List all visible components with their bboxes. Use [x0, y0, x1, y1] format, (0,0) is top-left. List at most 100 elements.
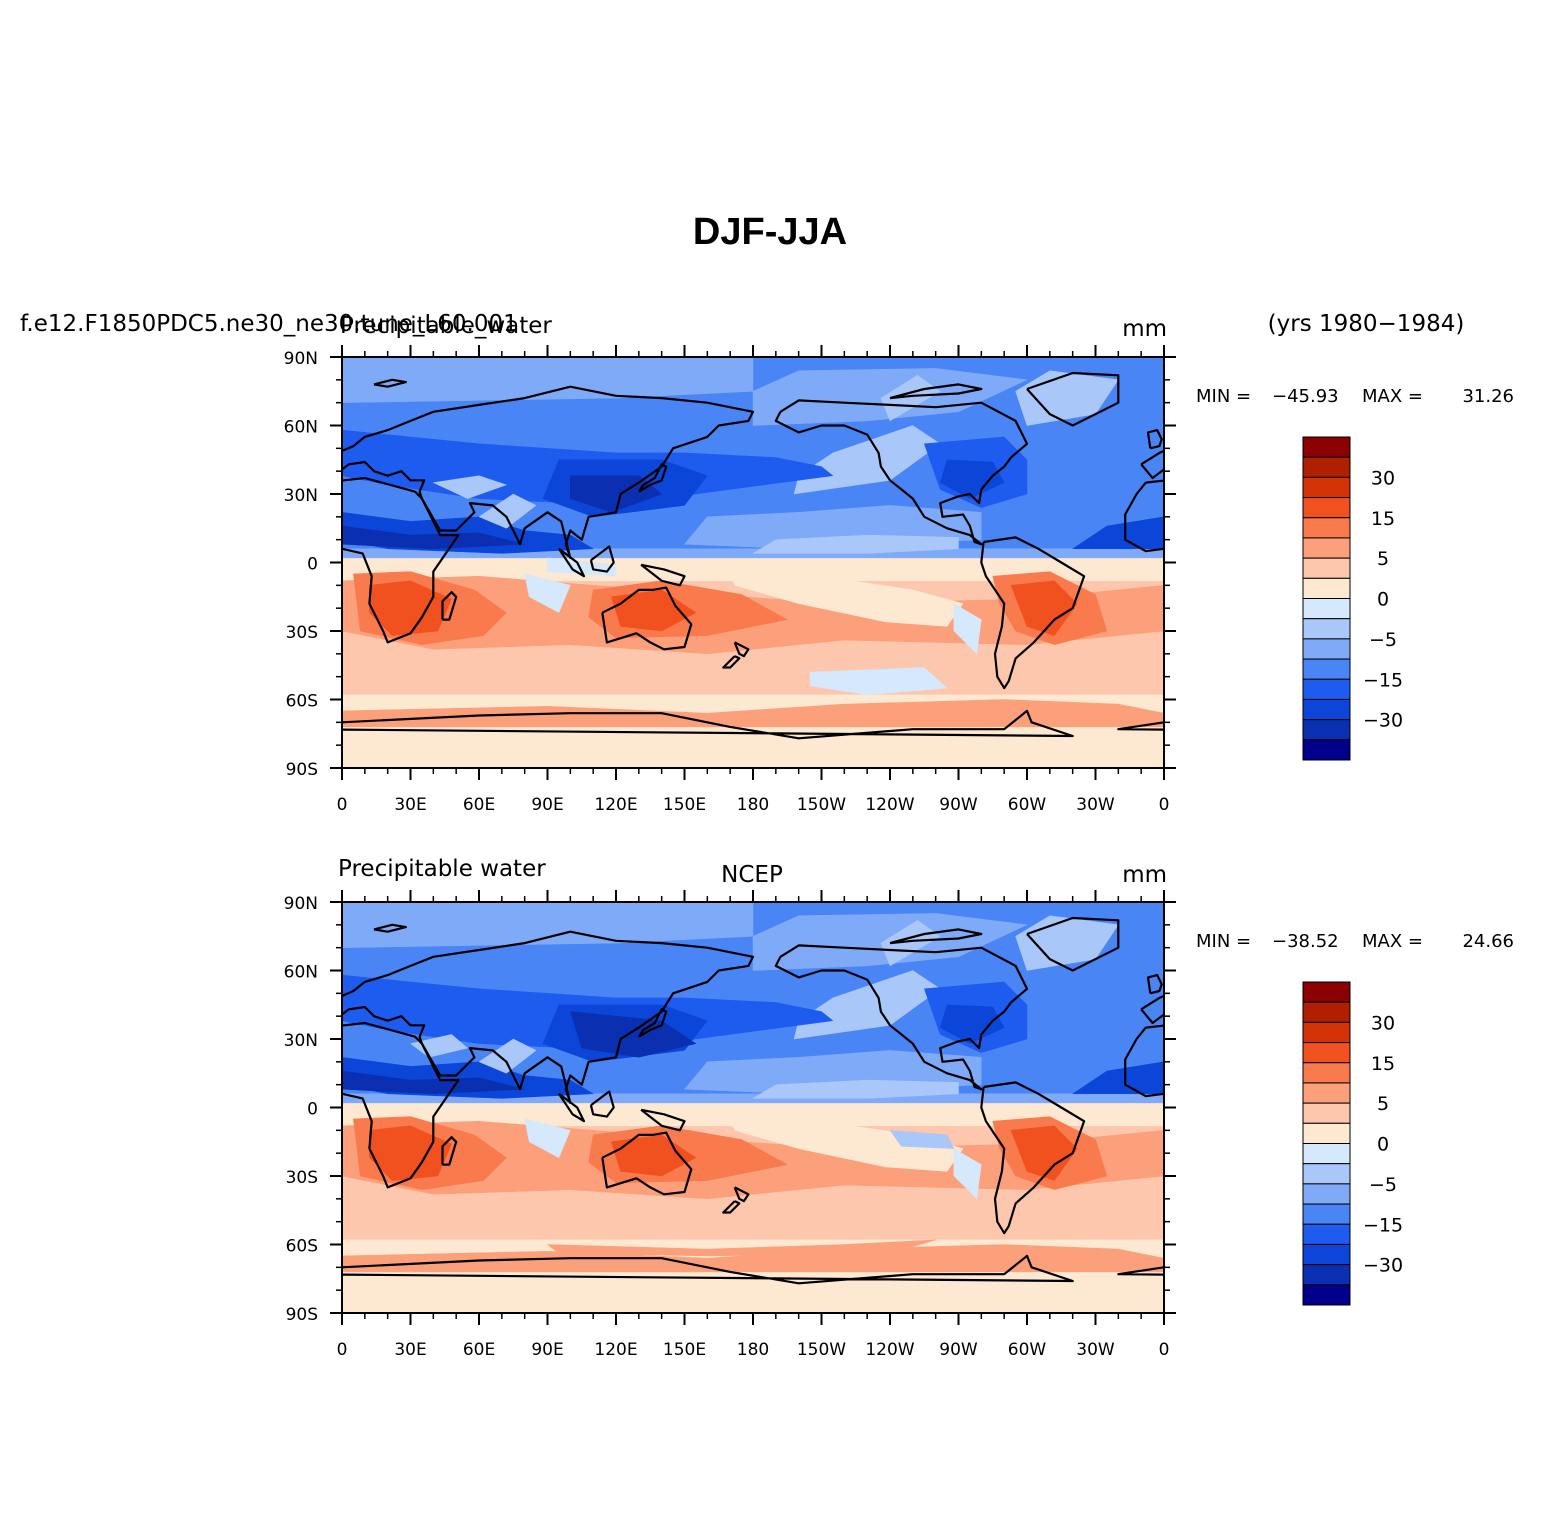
coastline [1026, 371, 1120, 427]
colorbar-box [1302, 537, 1351, 559]
x-tick-label: 0 [337, 1340, 348, 1360]
colorbar-label: −5 [1369, 1174, 1397, 1196]
coastline [774, 944, 1029, 1091]
coastline [733, 641, 750, 658]
colorbar-box [1302, 1163, 1351, 1185]
colorbar-box [1302, 739, 1351, 761]
contour-region [342, 902, 754, 948]
colorbar-box [1302, 436, 1351, 458]
x-tick-label: 90W [939, 1340, 978, 1360]
coastline [1463, 565, 1506, 586]
x-tick-label: 150E [663, 795, 706, 815]
coastline [557, 1092, 586, 1123]
colorbar-box [1302, 517, 1351, 539]
contour-region [1072, 516, 1164, 550]
coastline [1124, 1024, 1164, 1098]
x-tick-label: 30W [1076, 795, 1115, 815]
colorbar-box [1302, 1062, 1351, 1084]
min-label: MIN = [1196, 386, 1251, 407]
x-tick-label: 120W [865, 1340, 914, 1360]
colorbar-box [1302, 1082, 1351, 1104]
y-tick-label: 60N [284, 963, 318, 983]
coastline [159, 537, 262, 688]
panel-units: mm [1122, 862, 1167, 888]
colorbar-box [1302, 1203, 1351, 1225]
colorbar-label: −15 [1363, 1214, 1403, 1236]
color-field [342, 357, 1164, 768]
contour-region [1010, 580, 1078, 636]
x-tick-label: 180 [737, 1340, 769, 1360]
coastline [342, 709, 1074, 740]
colorbar-box [1302, 618, 1351, 640]
coastline [733, 1186, 750, 1203]
contour-region [611, 589, 697, 632]
coastline [722, 1200, 741, 1214]
y-tick-label: 90N [284, 349, 318, 369]
coastline [640, 1108, 686, 1132]
contour-region [547, 557, 617, 577]
contour-region [939, 459, 1005, 499]
contour-region [342, 699, 1164, 728]
colorbar-box [1302, 698, 1351, 721]
coastline [1413, 547, 1436, 572]
coastline [326, 430, 340, 448]
colorbar-box [1302, 1243, 1351, 1266]
colorbar-box [1302, 719, 1351, 741]
years-label: (yrs 1980−1984) [1268, 311, 1465, 337]
contour-region [939, 1004, 1005, 1044]
max-label: MAX = [1362, 386, 1423, 407]
panel-center-title: Precipitable_water [340, 313, 552, 339]
coastline [637, 1008, 668, 1038]
coastline [205, 918, 296, 971]
colorbar-label: −30 [1363, 710, 1403, 732]
colorbar-box [1302, 497, 1351, 519]
coastline [326, 975, 340, 993]
max-value: 24.66 [1462, 931, 1514, 952]
x-tick-label: 60E [463, 795, 495, 815]
contour-region [369, 1125, 452, 1181]
coastline [601, 586, 693, 651]
coastline [589, 1090, 615, 1118]
colorbar-label: 15 [1371, 508, 1395, 530]
colorbar-box [1302, 456, 1351, 478]
contour-region [809, 667, 948, 696]
contour-region [953, 603, 982, 655]
colorbar-box [1302, 1042, 1351, 1064]
contour-region [478, 493, 537, 529]
figure-title: DJF-JJA [693, 211, 847, 253]
y-tick-label: 90N [284, 894, 318, 914]
coastline [205, 373, 296, 426]
min-value: −38.52 [1272, 931, 1339, 952]
colorbar-label: −5 [1369, 629, 1397, 651]
x-tick-label: 0 [1159, 1340, 1170, 1360]
coastline [159, 1082, 262, 1233]
colorbar-label: 0 [1377, 1134, 1389, 1156]
colorbar-box [1302, 577, 1351, 599]
contour-region [524, 1118, 571, 1158]
x-tick-label: 30W [1076, 1340, 1115, 1360]
coastline [637, 463, 668, 493]
colorbar: 30 15 5 0 −5 −15 −30 [1302, 981, 1403, 1306]
min-max-stats: MIN = −45.93 MAX = 31.26 [1196, 386, 1514, 407]
contour-region [342, 357, 754, 403]
x-tick-label: 150W [797, 1340, 846, 1360]
colorbar-label: 5 [1377, 548, 1389, 570]
colorbar-box [1302, 598, 1351, 620]
x-tick-label: 150E [663, 1340, 706, 1360]
x-tick-label: 60W [1008, 1340, 1047, 1360]
contour-region [889, 1130, 955, 1149]
coastline [0, 711, 251, 738]
coastline [441, 1136, 458, 1166]
colorbar-box [1302, 981, 1351, 1003]
contour-region [369, 580, 452, 636]
x-tick-label: 30E [394, 795, 426, 815]
contour-region [725, 1111, 964, 1172]
coastline [589, 545, 615, 573]
coastline [1265, 592, 1279, 619]
coastline [0, 400, 205, 544]
colorbar-label: 15 [1371, 1053, 1395, 1075]
x-tick-label: 30E [394, 1340, 426, 1360]
colorbar-label: 0 [1377, 589, 1389, 611]
panel-units: mm [1122, 316, 1167, 342]
coastline [68, 384, 159, 398]
